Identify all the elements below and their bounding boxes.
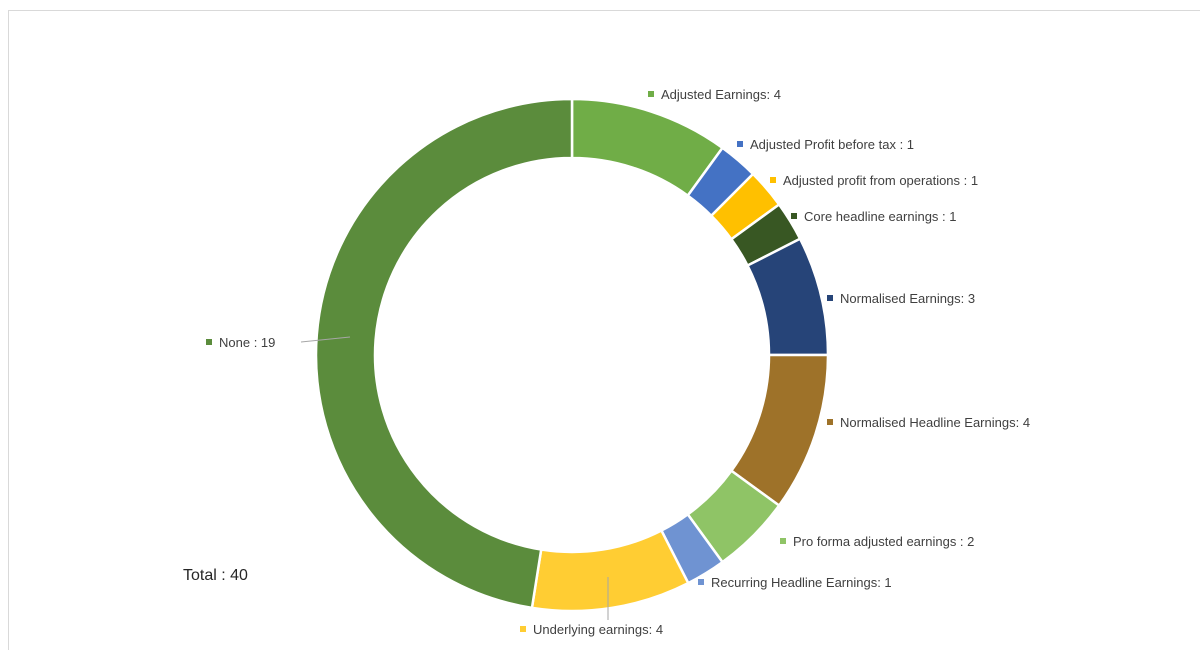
label-marker [698, 579, 704, 585]
label-marker [827, 419, 833, 425]
label-marker [648, 91, 654, 97]
data-labels-layer: Adjusted Earnings: 4 Adjusted Profit befo… [206, 87, 1030, 637]
data-label: Normalised Earnings: 3 [840, 291, 975, 306]
slice-underlying-earnings [530, 528, 690, 613]
data-label: Normalised Headline Earnings: 4 [840, 415, 1030, 430]
label-marker [791, 213, 797, 219]
data-label: Adjusted Profit before tax : 1 [750, 137, 914, 152]
data-label: Adjusted profit from operations : 1 [783, 173, 978, 188]
data-label: Core headline earnings : 1 [804, 209, 957, 224]
slices-layer [314, 97, 830, 613]
label-marker [737, 141, 743, 147]
total-label: Total : 40 [183, 567, 248, 584]
label-marker [520, 626, 526, 632]
leader-line [300, 336, 351, 343]
data-label: Underlying earnings: 4 [533, 622, 663, 637]
data-label: None : 19 [219, 335, 275, 350]
label-marker [780, 538, 786, 544]
leader-lines-layer [300, 336, 609, 620]
data-label: Recurring Headline Earnings: 1 [711, 575, 892, 590]
label-marker [206, 339, 212, 345]
label-marker [770, 177, 776, 183]
data-label: Adjusted Earnings: 4 [661, 87, 781, 102]
chart-area [8, 10, 1200, 650]
label-marker [827, 295, 833, 301]
data-label: Pro forma adjusted earnings : 2 [793, 534, 974, 549]
slice-none [314, 97, 574, 610]
